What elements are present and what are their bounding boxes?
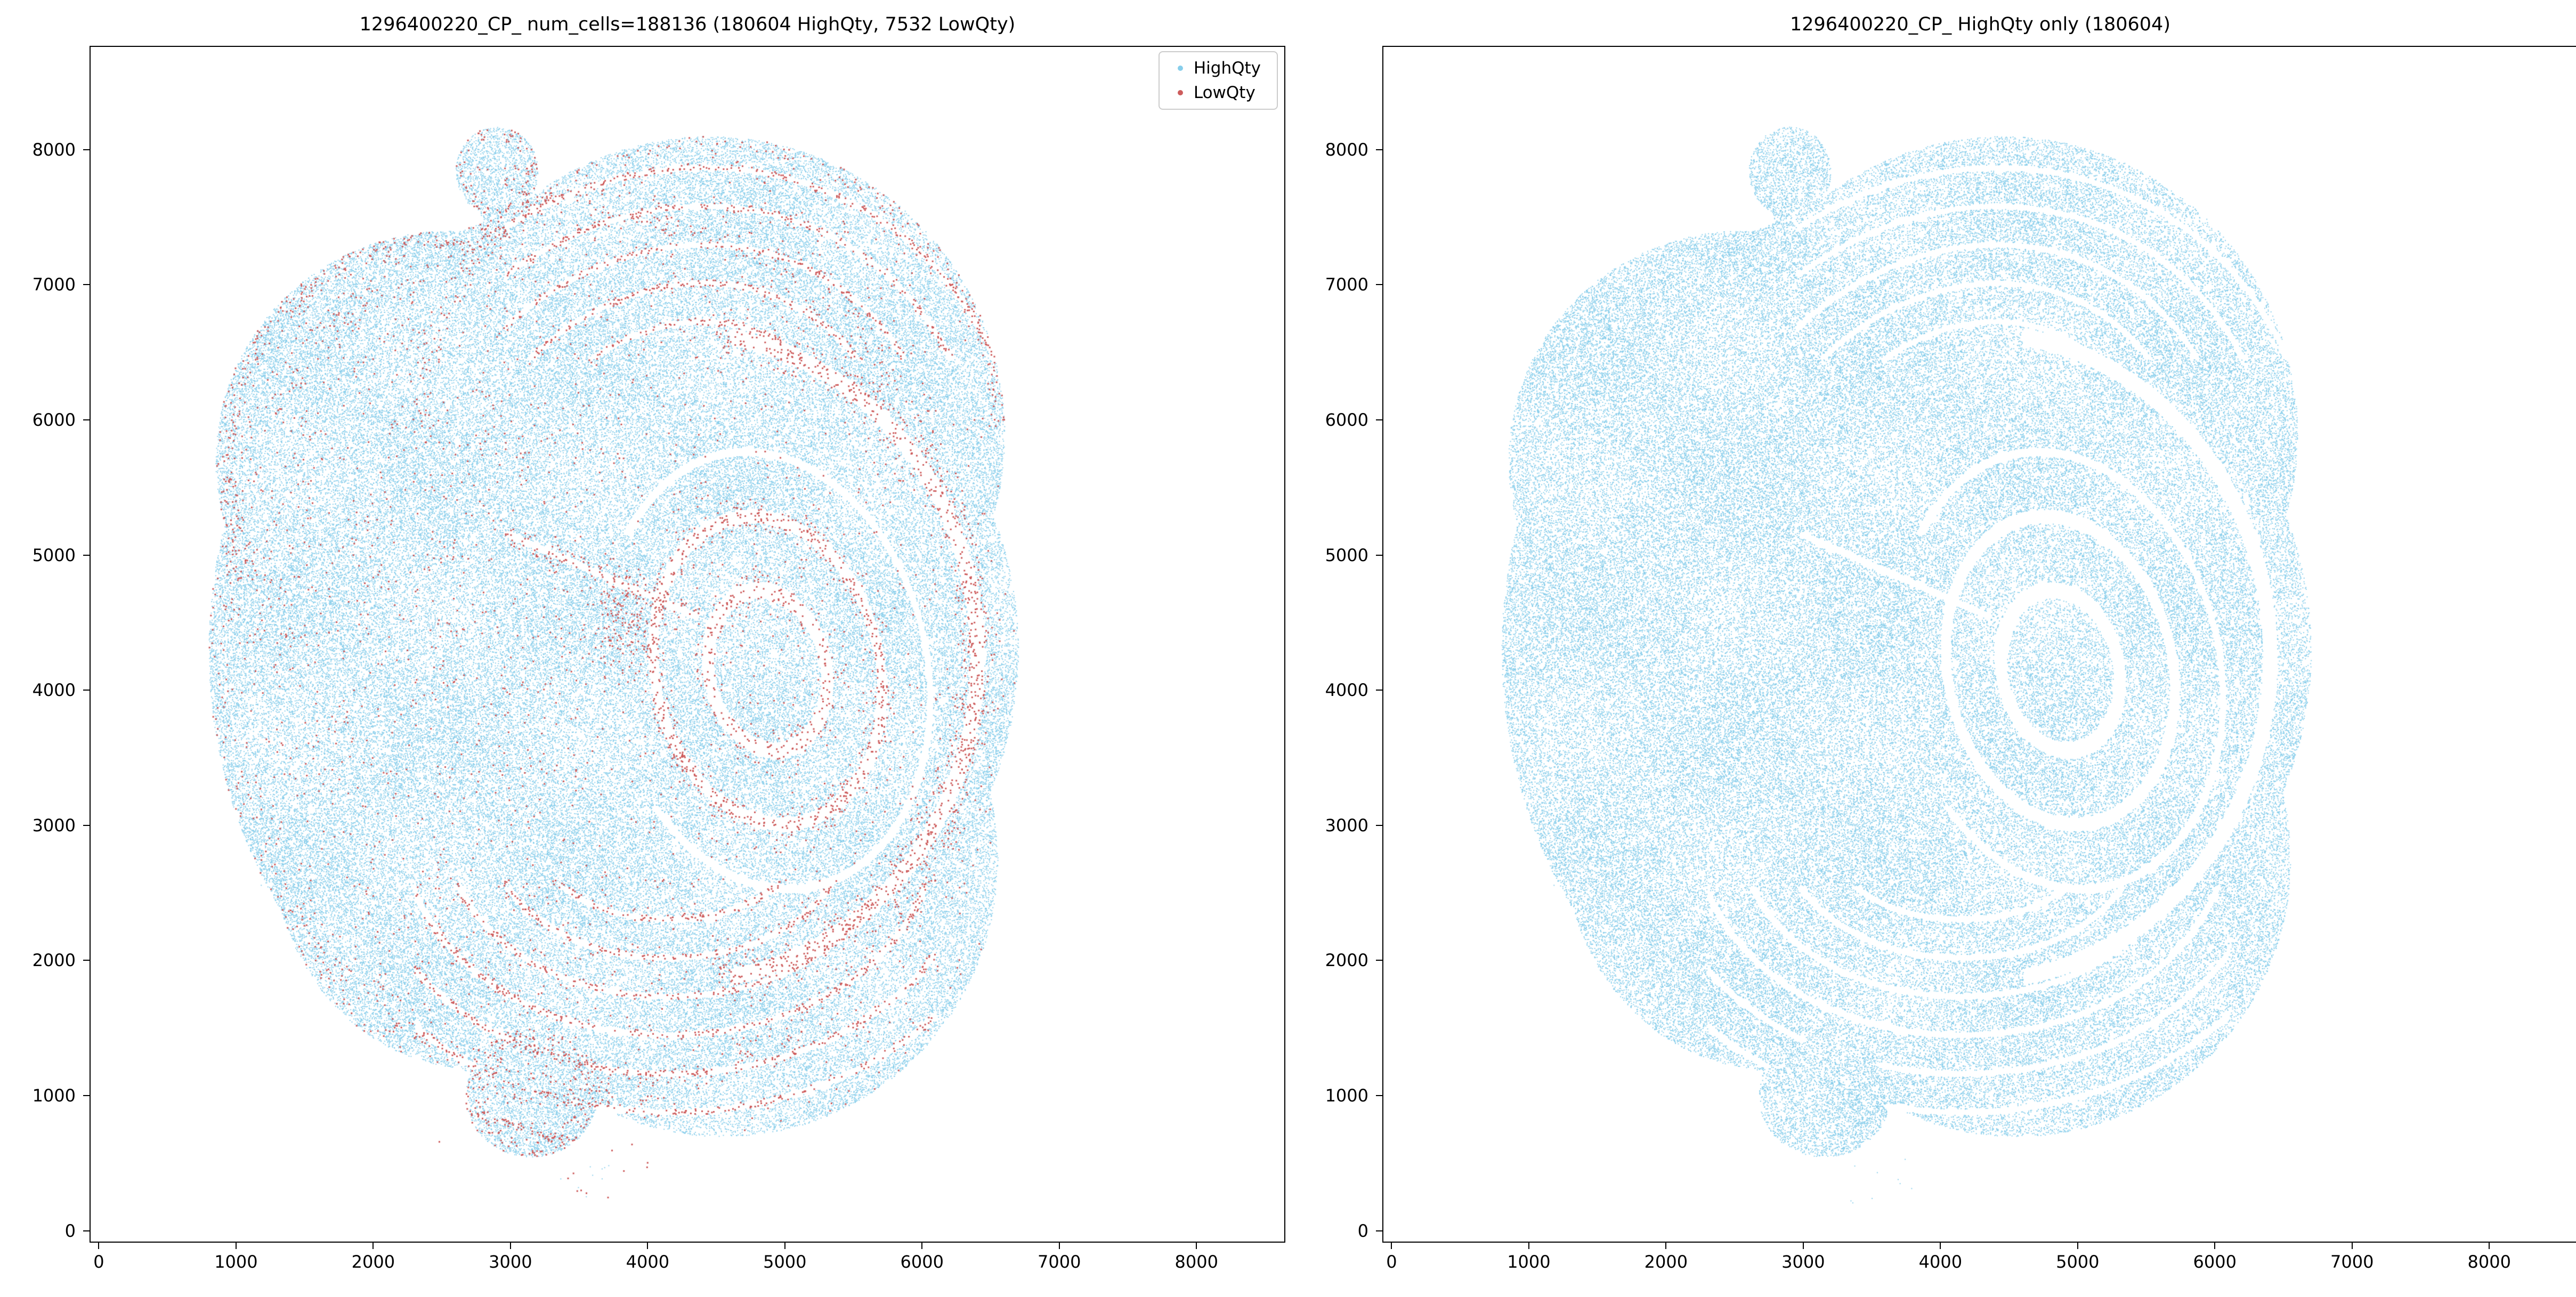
x-tick-mark bbox=[921, 1243, 923, 1249]
legend-label: HighQty bbox=[1193, 59, 1261, 78]
x-tick-mark bbox=[2489, 1243, 2490, 1249]
legend-label: LowQty bbox=[1193, 83, 1255, 102]
y-tick-label: 3000 bbox=[1325, 815, 1368, 836]
x-tick-label: 3000 bbox=[489, 1252, 532, 1272]
y-tick-mark bbox=[1376, 1230, 1382, 1231]
x-tick-mark bbox=[1665, 1243, 1667, 1249]
y-tick-mark bbox=[83, 1095, 90, 1097]
axes-left: HighQty LowQty bbox=[90, 46, 1285, 1243]
y-tick-mark bbox=[1376, 149, 1382, 150]
legend-entry-highqty: HighQty bbox=[1169, 59, 1261, 78]
x-tick-label: 7000 bbox=[2330, 1252, 2374, 1272]
plot-title-left: 1296400220_CP_ num_cells=188136 (180604 … bbox=[359, 14, 1016, 35]
x-tick-mark bbox=[372, 1243, 374, 1249]
y-tick-mark bbox=[83, 554, 90, 556]
y-tick-label: 1000 bbox=[1325, 1085, 1368, 1106]
y-tick-label: 1000 bbox=[32, 1085, 76, 1106]
y-tick-label: 5000 bbox=[32, 545, 76, 565]
y-tick-label: 4000 bbox=[1325, 680, 1368, 701]
y-tick-label: 2000 bbox=[1325, 950, 1368, 971]
y-tick-mark bbox=[83, 284, 90, 286]
x-tick-mark bbox=[2351, 1243, 2353, 1249]
y-tick-label: 6000 bbox=[32, 409, 76, 430]
y-tick-mark bbox=[1376, 690, 1382, 691]
x-tick-label: 1000 bbox=[214, 1252, 258, 1272]
y-tick-mark bbox=[1376, 284, 1382, 286]
legend: HighQty LowQty bbox=[1158, 51, 1278, 110]
y-tick-label: 7000 bbox=[32, 274, 76, 295]
y-tick-mark bbox=[83, 149, 90, 150]
y-tick-label: 3000 bbox=[32, 815, 76, 836]
y-tick-mark bbox=[1376, 554, 1382, 556]
y-tick-mark bbox=[83, 1230, 90, 1231]
x-tick-label: 3000 bbox=[1781, 1252, 1825, 1272]
y-tick-label: 2000 bbox=[32, 950, 76, 971]
axes-right bbox=[1382, 46, 2576, 1243]
x-tick-mark bbox=[1802, 1243, 1804, 1249]
x-tick-label: 5000 bbox=[2056, 1252, 2100, 1272]
y-tick-mark bbox=[83, 419, 90, 420]
x-tick-mark bbox=[1058, 1243, 1060, 1249]
x-tick-label: 1000 bbox=[1507, 1252, 1551, 1272]
x-tick-mark bbox=[235, 1243, 237, 1249]
x-tick-label: 0 bbox=[93, 1252, 104, 1272]
y-tick-mark bbox=[1376, 1095, 1382, 1097]
x-tick-label: 6000 bbox=[900, 1252, 944, 1272]
y-tick-label: 0 bbox=[1357, 1220, 1368, 1241]
x-tick-label: 2000 bbox=[1644, 1252, 1688, 1272]
y-tick-label: 4000 bbox=[32, 680, 76, 701]
y-tick-label: 8000 bbox=[32, 139, 76, 160]
x-tick-mark bbox=[1528, 1243, 1529, 1249]
x-tick-label: 7000 bbox=[1038, 1252, 1081, 1272]
x-tick-mark bbox=[509, 1243, 511, 1249]
y-tick-mark bbox=[83, 960, 90, 961]
y-tick-mark bbox=[83, 824, 90, 826]
plot-title-right: 1296400220_CP_ HighQty only (180604) bbox=[1790, 14, 2170, 35]
x-tick-label: 4000 bbox=[1918, 1252, 1963, 1272]
y-tick-label: 0 bbox=[64, 1220, 76, 1241]
x-tick-mark bbox=[1196, 1243, 1197, 1249]
x-tick-label: 8000 bbox=[2467, 1252, 2511, 1272]
legend-marker-lowqty-icon bbox=[1177, 90, 1183, 95]
y-tick-mark bbox=[1376, 960, 1382, 961]
scatter-canvas-left bbox=[91, 47, 1284, 1242]
x-tick-label: 8000 bbox=[1174, 1252, 1218, 1272]
x-tick-mark bbox=[1940, 1243, 1941, 1249]
y-tick-label: 8000 bbox=[1325, 139, 1368, 160]
y-tick-mark bbox=[83, 690, 90, 691]
y-tick-label: 7000 bbox=[1325, 274, 1368, 295]
x-tick-mark bbox=[98, 1243, 100, 1249]
x-tick-mark bbox=[1391, 1243, 1392, 1249]
x-tick-label: 4000 bbox=[626, 1252, 670, 1272]
x-tick-label: 2000 bbox=[351, 1252, 395, 1272]
y-tick-label: 5000 bbox=[1325, 545, 1368, 565]
x-tick-label: 6000 bbox=[2193, 1252, 2237, 1272]
x-tick-label: 5000 bbox=[763, 1252, 807, 1272]
y-tick-mark bbox=[1376, 824, 1382, 826]
scatter-canvas-right bbox=[1383, 47, 2576, 1242]
x-tick-mark bbox=[2077, 1243, 2078, 1249]
y-tick-label: 6000 bbox=[1325, 409, 1368, 430]
legend-marker-highqty-icon bbox=[1177, 66, 1183, 71]
x-tick-mark bbox=[784, 1243, 785, 1249]
x-tick-mark bbox=[2214, 1243, 2216, 1249]
y-tick-mark bbox=[1376, 419, 1382, 420]
x-tick-mark bbox=[647, 1243, 649, 1249]
x-tick-label: 0 bbox=[1386, 1252, 1397, 1272]
legend-entry-lowqty: LowQty bbox=[1169, 83, 1261, 102]
